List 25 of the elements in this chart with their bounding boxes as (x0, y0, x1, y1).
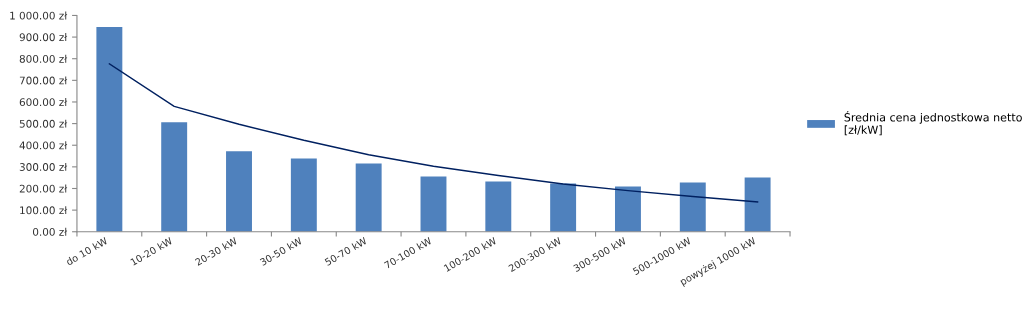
bar (226, 151, 252, 232)
y-tick-label: 0.00 zł (32, 227, 68, 236)
bar (679, 182, 706, 232)
y-tick-label: 500.00 zł (19, 119, 68, 128)
bar (550, 183, 577, 232)
bar (290, 158, 317, 232)
legend-label: Średnia cena jednostkowa netto [zł/kW] (844, 111, 1022, 136)
y-tick-label: 800.00 zł (19, 54, 68, 63)
bar (420, 176, 447, 232)
y-tick-label: 400.00 zł (19, 141, 68, 150)
bar (355, 163, 382, 232)
y-tick-label: 1 000.00 zł (10, 11, 68, 20)
y-tick-label: 600.00 zł (19, 98, 68, 107)
line-series (108, 63, 759, 203)
bar (485, 181, 512, 232)
y-tick-label: 300.00 zł (19, 162, 68, 171)
x-tick-label: do 10 kW (65, 236, 109, 266)
y-tick-label: 100.00 zł (20, 206, 68, 215)
y-tick-label: 700.00 zł (19, 76, 68, 85)
bar (96, 26, 123, 232)
bar (614, 186, 641, 232)
y-tick-label: 200.00 zł (19, 184, 68, 193)
y-tick-label: 900.00 zł (19, 33, 68, 42)
bar (744, 177, 771, 232)
bar (161, 122, 188, 232)
